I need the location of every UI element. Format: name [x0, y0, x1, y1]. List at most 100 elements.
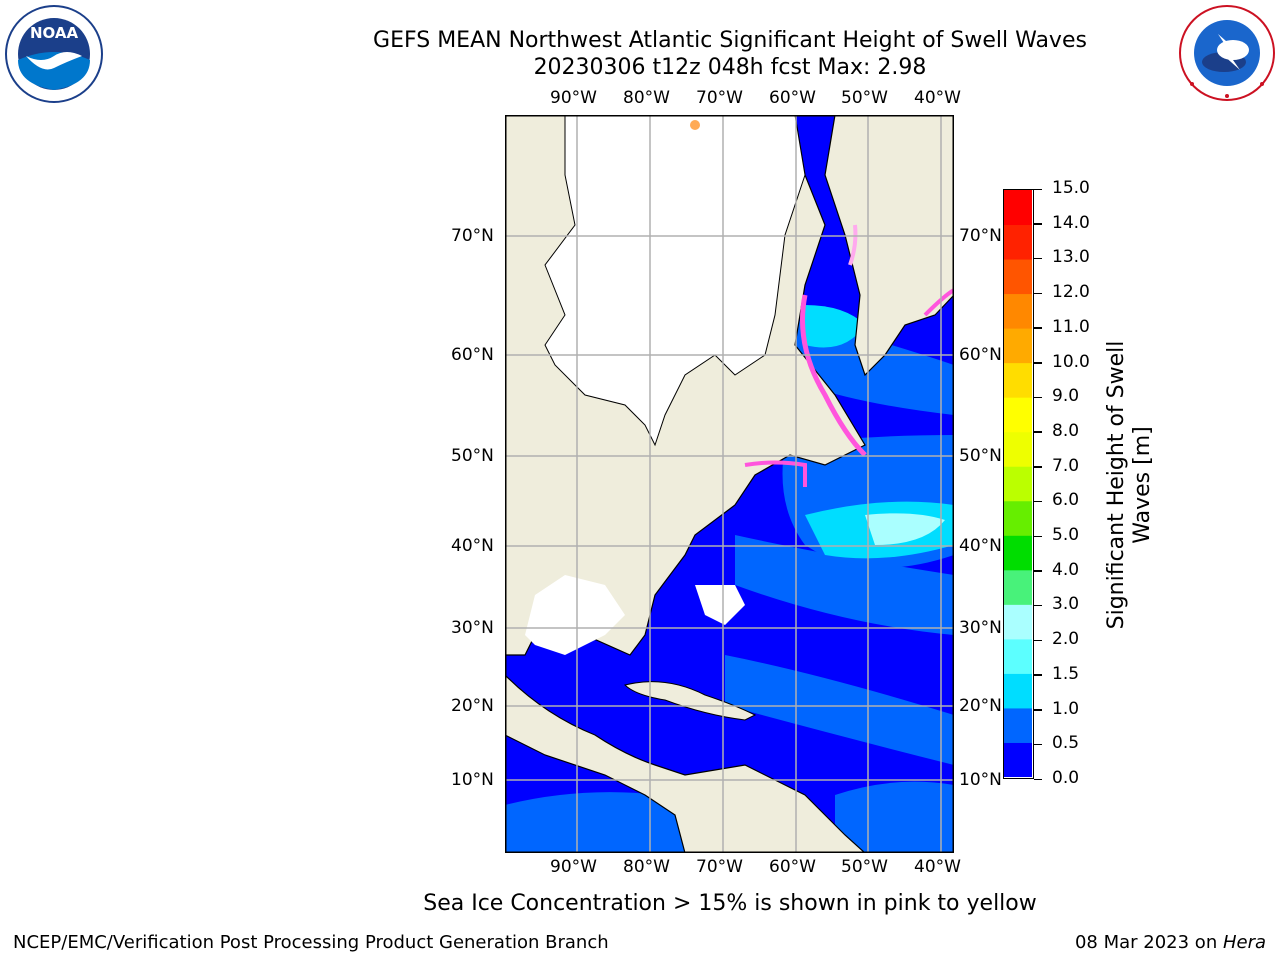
lat-tick-left: 60°N	[451, 345, 494, 365]
colorbar-tick-label: 10.0	[1052, 351, 1090, 372]
colorbar-tick-label: 7.0	[1052, 455, 1080, 476]
colorbar-tick-mark	[1034, 466, 1042, 468]
swell-height-map	[505, 115, 954, 853]
lat-tick-right: 60°N	[959, 345, 1002, 365]
colorbar-tick-mark	[1034, 709, 1042, 711]
colorbar-tick-mark	[1034, 639, 1042, 642]
colorbar-swatch	[1004, 500, 1032, 536]
lat-tick-left: 70°N	[451, 226, 494, 246]
colorbar-tick-mark	[1034, 500, 1042, 503]
swell-band	[835, 781, 954, 853]
colorbar-swatch	[1004, 328, 1032, 364]
colorbar-swatch	[1004, 224, 1032, 260]
colorbar-swatch	[1004, 466, 1032, 502]
lon-tick-bottom: 40°W	[914, 857, 961, 877]
colorbar-tick-label: 1.5	[1052, 663, 1080, 684]
colorbar-tick-label: 6.0	[1052, 490, 1080, 511]
colorbar-tick-label: 13.0	[1052, 247, 1090, 268]
colorbar-tick-label: 1.0	[1052, 698, 1080, 719]
sea-ice-edge	[848, 224, 858, 266]
colorbar	[1003, 189, 1034, 779]
colorbar-tick-label: 14.0	[1052, 212, 1090, 233]
colorbar-label-line1: Significant Height of Swell	[1104, 340, 1129, 630]
colorbar-tick-mark	[1034, 396, 1042, 399]
south-america-land	[505, 674, 866, 853]
colorbar-swatch	[1004, 535, 1032, 571]
lat-tick-right: 10°N	[959, 770, 1002, 790]
map-title: GEFS MEAN Northwest Atlantic Significant…	[373, 28, 1087, 53]
map-frame	[505, 115, 954, 853]
lat-tick-left: 20°N	[451, 696, 494, 716]
graticule	[505, 115, 954, 853]
colorbar-swatch	[1004, 604, 1032, 640]
lon-tick-bottom: 90°W	[550, 857, 597, 877]
colorbar-tick-label: 8.0	[1052, 420, 1080, 441]
noaa-logo-text: NOAA	[29, 24, 79, 42]
colorbar-tick-mark	[1034, 327, 1042, 329]
colorbar-swatch	[1004, 190, 1032, 226]
colorbar-tick-label: 11.0	[1052, 316, 1090, 337]
lon-tick-top: 60°W	[769, 88, 816, 108]
colorbar-tick-mark	[1034, 570, 1042, 572]
colorbar-tick-mark	[1034, 223, 1042, 225]
map-subtitle: 20230306 t12z 048h fcst Max: 2.98	[533, 55, 927, 80]
colorbar-tick-mark	[1034, 778, 1042, 780]
lon-tick-bottom: 50°W	[841, 857, 888, 877]
colorbar-tick-label: 4.0	[1052, 559, 1080, 580]
lat-tick-right: 20°N	[959, 696, 1002, 716]
swell-band-high	[805, 305, 865, 348]
colorbar-tick-mark	[1034, 257, 1042, 260]
swell-band	[735, 535, 954, 635]
sea-ice-patch	[690, 120, 700, 130]
colorbar-label: Significant Height of Swell Waves [m]	[1104, 341, 1156, 630]
colorbar-swatch	[1004, 397, 1032, 433]
lat-tick-left: 40°N	[451, 536, 494, 556]
colorbar-swatch	[1004, 362, 1032, 398]
lon-tick-bottom: 60°W	[769, 857, 816, 877]
lat-tick-right: 30°N	[959, 618, 1002, 638]
colorbar-tick-label: 5.0	[1052, 525, 1080, 546]
colorbar-tick-label: 12.0	[1052, 282, 1090, 303]
sea-ice-edge	[744, 460, 807, 487]
sea-ice-note: Sea Ice Concentration > 15% is shown in …	[423, 891, 1037, 916]
colorbar-tick-mark	[1034, 604, 1042, 607]
sea-ice-edge	[800, 294, 867, 457]
lon-tick-top: 80°W	[623, 88, 670, 108]
lat-tick-right: 50°N	[959, 446, 1002, 466]
lon-tick-top: 50°W	[841, 88, 888, 108]
sea-ice-hudson	[544, 115, 806, 447]
colorbar-swatch	[1004, 673, 1032, 709]
sea-ice-edge	[923, 288, 954, 317]
noaa-logo: NOAA	[4, 4, 104, 104]
colorbar-swatch	[1004, 431, 1032, 467]
colorbar-tick-label: 3.0	[1052, 594, 1080, 615]
colorbar-tick-mark	[1034, 188, 1042, 190]
colorbar-swatch	[1004, 259, 1032, 295]
sea-ice-patch	[695, 585, 745, 625]
colorbar-swatch	[1004, 707, 1032, 743]
colorbar-tick-mark	[1034, 431, 1042, 433]
greenland-land	[824, 115, 954, 377]
colorbar-swatch	[1004, 293, 1032, 329]
footer-date: 08 Mar 2023 on Hera	[1075, 932, 1266, 953]
footer-host: Hera	[1222, 932, 1266, 953]
colorbar-tick-mark	[1034, 362, 1042, 364]
sea-ice-gulf	[525, 575, 625, 655]
lat-tick-left: 30°N	[451, 618, 494, 638]
swell-band	[725, 655, 954, 765]
colorbar-tick-mark	[1034, 535, 1042, 538]
colorbar-tick-label: 2.0	[1052, 629, 1080, 650]
colorbar-swatch	[1004, 742, 1032, 777]
colorbar-tick-label: 9.0	[1052, 386, 1080, 407]
footer-credit: NCEP/EMC/Verification Post Processing Pr…	[13, 932, 609, 953]
colorbar-tick-label: 0.0	[1052, 768, 1080, 788]
colorbar-tick-label: 0.5	[1052, 733, 1080, 754]
colorbar-label-line2: Waves [m]	[1130, 426, 1155, 544]
colorbar-tick-label: 15.0	[1052, 178, 1090, 198]
lat-tick-right: 70°N	[959, 226, 1002, 246]
lat-tick-right: 40°N	[959, 536, 1002, 556]
colorbar-tick-mark	[1034, 292, 1042, 295]
colorbar-swatch	[1004, 569, 1032, 605]
lat-tick-left: 50°N	[451, 446, 494, 466]
lon-tick-bottom: 80°W	[623, 857, 670, 877]
